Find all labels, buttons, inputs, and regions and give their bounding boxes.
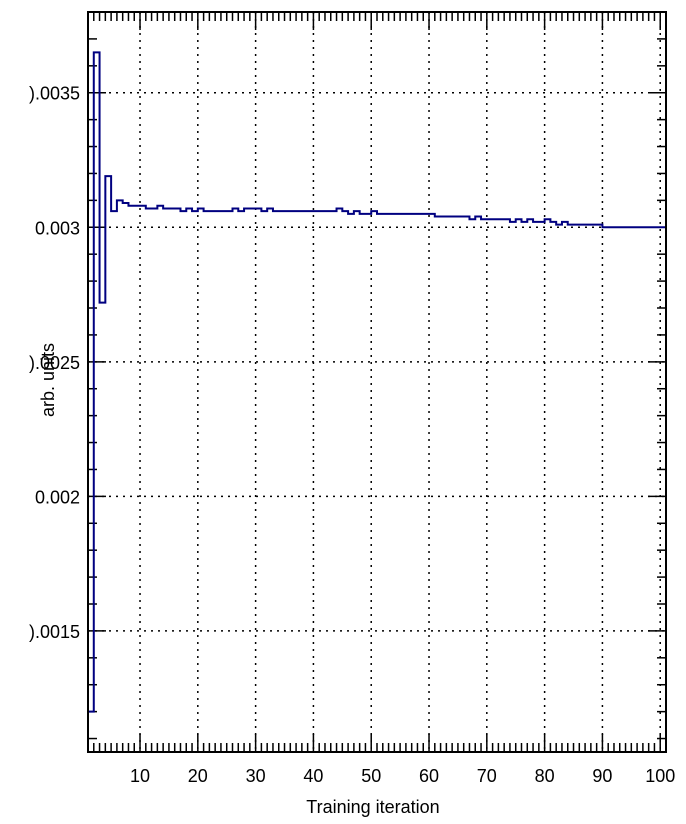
x-tick-label: 100: [645, 766, 675, 786]
x-tick-label: 90: [592, 766, 612, 786]
y-tick-label: 0.003: [35, 218, 80, 238]
x-tick-label: 10: [130, 766, 150, 786]
tick-labels: 10 20 30 40 50 60 70 80 90 100 ).0015 0.002 ).0025 0.…: [29, 84, 675, 786]
y-tick-label: ).0015: [29, 622, 80, 642]
y-tick-label: ).0025: [29, 353, 80, 373]
x-tick-label: 50: [361, 766, 381, 786]
axis-ticks: [88, 12, 666, 752]
x-tick-label: 60: [419, 766, 439, 786]
y-tick-label: ).0035: [29, 84, 80, 104]
y-tick-label: 0.002: [35, 487, 80, 507]
series-line: [88, 51, 666, 713]
x-axis-title: Training iteration: [306, 797, 439, 817]
plot-frame: [87, 11, 667, 753]
x-tick-label: 20: [188, 766, 208, 786]
grid: [88, 12, 666, 752]
y-axis-title: arb. units: [38, 343, 58, 417]
x-tick-label: 80: [535, 766, 555, 786]
x-tick-label: 30: [246, 766, 266, 786]
x-tick-label: 40: [303, 766, 323, 786]
x-tick-label: 70: [477, 766, 497, 786]
